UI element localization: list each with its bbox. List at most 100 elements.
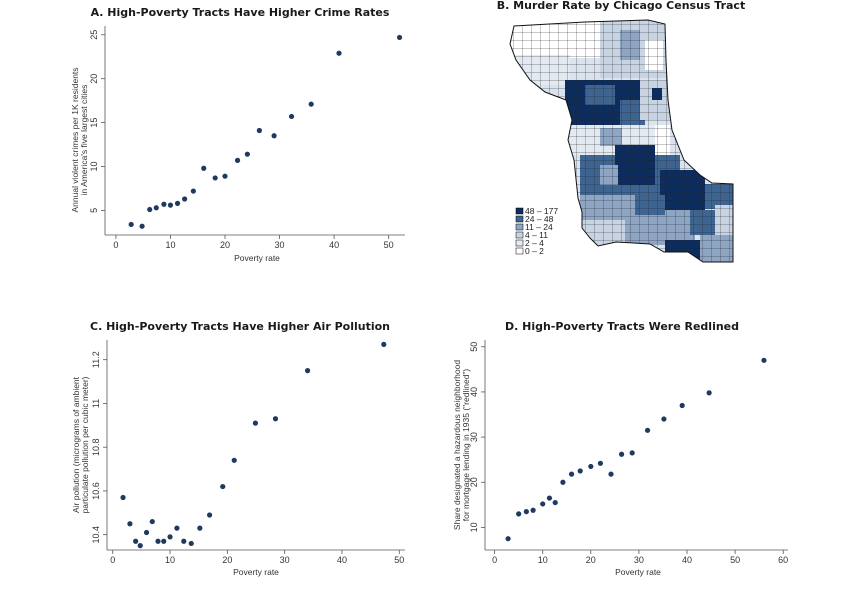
panel-c-x-tick-label: 50	[394, 555, 404, 565]
panel-d-point	[761, 357, 767, 363]
panel-c-y-tick-label: 11	[91, 399, 101, 408]
panel-a: A. High-Poverty Tracts Have Higher Crime…	[70, 6, 405, 263]
panel-d-point	[523, 509, 529, 515]
panel-d-point	[516, 511, 522, 517]
panel-d-point	[546, 495, 553, 501]
panel-d-ylabel-line2: for mortgage lending in 1935 ("redlined"…	[461, 369, 471, 522]
panel-a-point	[234, 157, 241, 163]
panel-a-y-tick-label: 25	[89, 30, 99, 40]
legend-swatch-2-4	[515, 239, 524, 247]
panel-d-x-tick-label: 20	[586, 555, 596, 565]
panel-c-point	[149, 518, 155, 525]
panel-d-points	[505, 357, 767, 542]
panel-d-point	[577, 468, 583, 474]
panel-a-point	[128, 221, 134, 228]
panel-a-point	[244, 151, 250, 157]
panel-a-xlabel: Poverty rate	[234, 253, 280, 263]
panel-d: D. High-Poverty Tracts Were Redlined 0 10…	[452, 320, 788, 577]
panel-c-point	[120, 494, 126, 501]
panel-c-point	[272, 416, 279, 422]
panel-a-point	[396, 34, 403, 41]
panel-c-point	[197, 525, 203, 531]
panel-a-ylabel-line1: Annual violent crimes per 1K residents	[70, 67, 80, 212]
panel-d-x-tick-label: 0	[492, 555, 497, 565]
panel-c-x-tick-label: 40	[337, 555, 347, 565]
panel-d-point	[706, 390, 712, 396]
panel-c-x-tick-label: 30	[280, 555, 290, 565]
legend-label-2-4: 2 – 4	[525, 238, 544, 248]
panel-d-x-tick-label: 60	[778, 555, 788, 565]
panel-c-y-tick-label: 11.2	[91, 351, 101, 368]
panel-d-x-tick-label: 40	[682, 555, 692, 565]
panel-a-x-ticks: 0 10 20 30 40 50	[113, 235, 394, 250]
panel-c-point	[143, 529, 150, 536]
panel-c-ylabel-line1: Air pollution (micrograms of ambient	[71, 376, 81, 513]
panel-a-point	[161, 201, 167, 207]
panel-d-point	[608, 471, 614, 477]
panel-d-point	[568, 471, 575, 477]
panel-a-point	[182, 196, 188, 202]
panel-c-x-tick-label: 10	[165, 555, 175, 565]
panel-a-point	[288, 113, 295, 120]
panel-a-point	[336, 50, 342, 56]
panel-d-point	[552, 499, 558, 506]
panel-a-point	[174, 200, 181, 206]
legend-label-0-2: 0 – 2	[525, 246, 544, 256]
panel-a-x-tick-label: 30	[275, 240, 285, 250]
panel-a-point	[139, 223, 145, 229]
map-outline	[509, 19, 734, 263]
panel-a-point	[308, 101, 314, 107]
panel-c-point	[381, 341, 387, 347]
panel-a-y-tick-label: 20	[89, 74, 99, 84]
legend-label-4-11: 4 – 11	[525, 230, 548, 240]
panel-c: C. High-Poverty Tracts Have Higher Air P…	[71, 320, 405, 577]
panel-c-y-tick-label: 10.6	[91, 482, 101, 500]
panel-d-y-tick-label: 10	[469, 522, 479, 532]
panel-c-point	[155, 538, 161, 544]
panel-a-point	[167, 202, 174, 208]
panel-a-x-tick-label: 20	[220, 240, 230, 250]
panel-c-point	[181, 538, 187, 544]
panel-c-x-ticks: 0 10 20 30 40 50	[110, 550, 404, 565]
panel-b: B. Murder Rate by Chicago Census Tract	[497, 0, 745, 263]
panel-a-x-tick-label: 40	[329, 240, 339, 250]
panel-c-point	[231, 457, 237, 463]
panel-c-point	[174, 525, 180, 531]
panel-d-y-ticks: 10 20 30 40 50	[469, 342, 485, 532]
legend-label-48-177: 48 – 177	[525, 206, 558, 216]
panel-c-point	[127, 521, 133, 527]
panel-d-y-tick-label: 20	[469, 477, 479, 487]
panel-d-point	[530, 507, 536, 513]
panel-c-point	[133, 538, 139, 544]
legend-swatch-4-11	[515, 231, 524, 239]
panel-d-ylabel: Share designated a hazardous neighborhoo…	[452, 360, 471, 530]
legend-swatch-24-48	[515, 215, 524, 223]
panel-a-points	[128, 34, 403, 229]
panel-a-y-tick-label: 15	[89, 118, 99, 128]
panel-a-point	[222, 173, 228, 179]
panel-a-point	[153, 205, 159, 211]
panel-a-point	[190, 188, 196, 194]
panel-c-point	[206, 512, 213, 518]
panel-c-y-ticks: 10.4 10.6 10.8 11 11.2	[91, 351, 107, 543]
panel-c-point	[304, 368, 311, 374]
panel-d-xlabel: Poverty rate	[615, 567, 661, 577]
panel-d-point	[644, 427, 651, 433]
panel-d-point	[618, 451, 625, 457]
panel-a-ylabel: Annual violent crimes per 1K residents i…	[70, 67, 89, 212]
panel-a-ylabel-line2: in America's five largest cities	[79, 85, 89, 196]
map-legend: 48 – 177 24 – 48 11 – 24 4 – 11 2 – 4 0 …	[515, 206, 558, 256]
panel-c-point	[188, 540, 194, 547]
panel-d-plot: 0 10 20 30 40 50 60 10 20 30 40 50	[469, 340, 788, 565]
panel-c-plot: 0 10 20 30 40 50 10.4 10.6 10.8 11 11.2	[91, 340, 405, 565]
map-title: B. Murder Rate by Chicago Census Tract	[497, 0, 745, 12]
panel-c-xlabel: Poverty rate	[233, 567, 279, 577]
panel-a-point	[212, 175, 218, 181]
panel-c-title: C. High-Poverty Tracts Have Higher Air P…	[90, 320, 390, 333]
panel-a-point	[271, 133, 277, 139]
panel-d-x-tick-label: 30	[634, 555, 644, 565]
panel-d-point	[588, 463, 594, 470]
panel-d-point	[661, 416, 667, 422]
legend-label-11-24: 11 – 24	[525, 222, 553, 232]
